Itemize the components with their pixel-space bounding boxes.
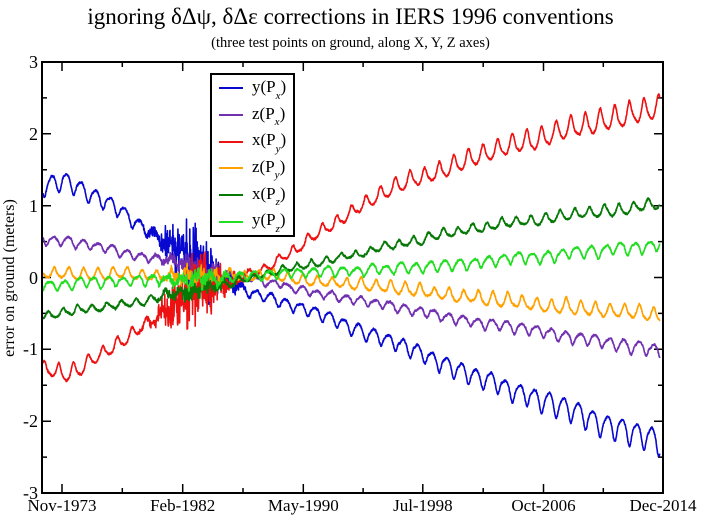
y-tick-label: 0 [29,267,38,288]
x-tick-label: Jul-1998 [393,496,453,515]
y-tick-label: 2 [29,123,38,144]
series-line-x(Py) [43,93,661,383]
legend-line-sample [219,113,243,116]
series-line-z(Py) [43,262,661,322]
legend-label: z(Py) [252,157,286,182]
chart-title: ignoring δΔψ, δΔε corrections in IERS 19… [87,4,614,29]
legend-line-sample [219,140,243,143]
legend-item-y(Px): y(Px) [212,75,293,102]
x-tick-label: Dec-2014 [629,496,697,515]
legend: y(Px) z(Px) x(Py) z(Py) x(Pz) y(Pz) [210,73,295,237]
chart-subtitle: (three test points on ground, along X, Y… [211,35,490,51]
y-tick-label: 3 [29,52,38,72]
legend-line-sample [219,220,243,223]
x-tick-label: Oct-2006 [511,496,576,515]
legend-label: x(Py) [252,130,287,155]
legend-label: x(Pz) [252,183,286,209]
legend-label: z(Px) [252,103,286,129]
x-tick-label: May-1990 [267,496,339,515]
series-line-x(Pz) [43,197,661,320]
y-tick-label: 1 [29,195,38,216]
legend-item-z(Px): z(Px) [212,102,293,128]
x-tick-label: Nov-1973 [27,496,97,515]
y-tick-label: -3 [23,483,38,503]
legend-label: y(Pz) [252,210,286,235]
legend-line-sample [219,167,243,170]
legend-item-z(Py): z(Py) [212,155,293,181]
series-line-y(Px) [43,172,661,458]
legend-item-x(Py): x(Py) [212,129,293,155]
legend-item-x(Pz): x(Pz) [212,182,293,208]
legend-line-sample [219,87,243,90]
series-line-y(Pz) [43,240,661,292]
x-tick-label: Feb-1982 [150,496,216,515]
y-tick-label: -2 [23,411,38,432]
legend-label: y(Px) [252,77,287,102]
y-tick-label: -1 [23,339,38,360]
legend-line-sample [219,193,243,196]
series-line-z(Px) [43,235,661,359]
legend-item-y(Pz): y(Pz) [212,209,293,235]
